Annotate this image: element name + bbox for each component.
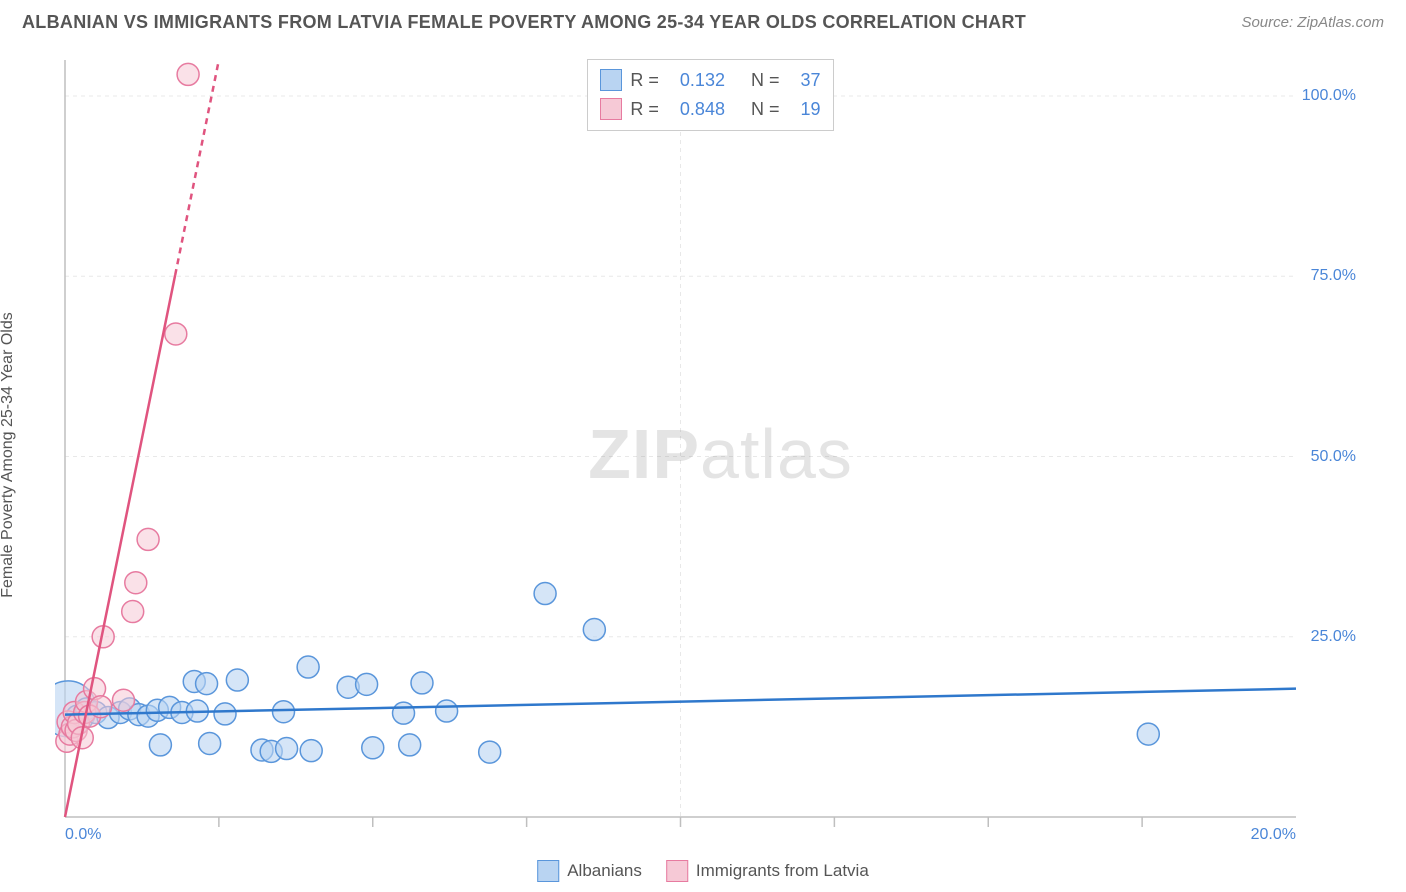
x-tick-label: 20.0% bbox=[1251, 826, 1296, 844]
data-point bbox=[226, 669, 248, 691]
data-point bbox=[1137, 723, 1159, 745]
data-point bbox=[125, 572, 147, 594]
chart-area: ZIPatlas R = 0.132 N = 37R = 0.848 N = 1… bbox=[55, 55, 1386, 852]
source-attribution: Source: ZipAtlas.com bbox=[1241, 14, 1384, 31]
legend: Albanians Immigrants from Latvia bbox=[537, 860, 869, 882]
data-point bbox=[356, 673, 378, 695]
data-point bbox=[479, 741, 501, 763]
data-point bbox=[149, 734, 171, 756]
legend-item: Albanians bbox=[537, 860, 642, 882]
data-point bbox=[165, 323, 187, 345]
chart-title: ALBANIAN VS IMMIGRANTS FROM LATVIA FEMAL… bbox=[22, 12, 1026, 33]
y-axis-label: Female Poverty Among 25-34 Year Olds bbox=[0, 312, 17, 598]
legend-swatch bbox=[600, 69, 622, 91]
data-point bbox=[436, 700, 458, 722]
legend-swatch bbox=[537, 860, 559, 882]
data-point bbox=[273, 701, 295, 723]
legend-label: Albanians bbox=[567, 861, 642, 881]
legend-swatch bbox=[600, 98, 622, 120]
data-point bbox=[411, 672, 433, 694]
stats-box: R = 0.132 N = 37R = 0.848 N = 19 bbox=[587, 59, 833, 131]
data-point bbox=[297, 656, 319, 678]
data-point bbox=[276, 738, 298, 760]
stats-row: R = 0.848 N = 19 bbox=[600, 95, 820, 124]
data-point bbox=[177, 63, 199, 85]
data-point bbox=[300, 740, 322, 762]
data-point bbox=[362, 737, 384, 759]
stats-row: R = 0.132 N = 37 bbox=[600, 66, 820, 95]
data-point bbox=[583, 619, 605, 641]
data-point bbox=[122, 601, 144, 623]
y-tick-label: 75.0% bbox=[1311, 267, 1356, 285]
legend-label: Immigrants from Latvia bbox=[696, 861, 869, 881]
data-point bbox=[393, 702, 415, 724]
data-point bbox=[137, 528, 159, 550]
y-tick-label: 50.0% bbox=[1311, 448, 1356, 466]
data-point bbox=[214, 703, 236, 725]
y-tick-label: 25.0% bbox=[1311, 628, 1356, 646]
scatter-plot bbox=[55, 55, 1386, 852]
legend-item: Immigrants from Latvia bbox=[666, 860, 869, 882]
data-point bbox=[199, 732, 221, 754]
data-point bbox=[196, 673, 218, 695]
x-tick-label: 0.0% bbox=[65, 826, 101, 844]
y-tick-label: 100.0% bbox=[1302, 87, 1356, 105]
data-point bbox=[399, 734, 421, 756]
data-point bbox=[112, 689, 134, 711]
data-point bbox=[534, 583, 556, 605]
legend-swatch bbox=[666, 860, 688, 882]
